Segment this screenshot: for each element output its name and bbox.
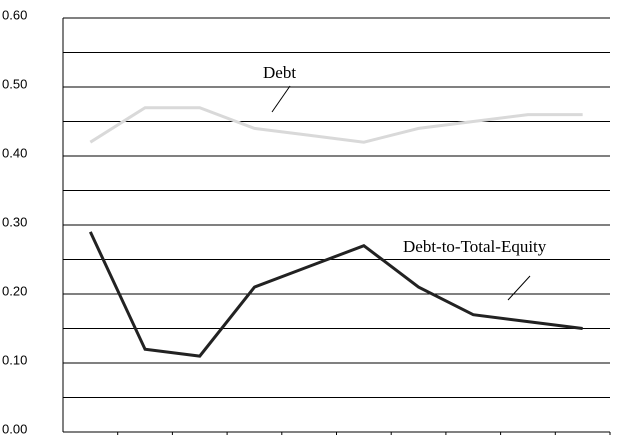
y-tick-label: 0.50 — [2, 76, 27, 91]
y-tick-label: 0.40 — [2, 145, 27, 160]
y-tick-label: 0.10 — [2, 352, 27, 367]
y-tick-label: 0.30 — [2, 214, 27, 229]
leader-line — [271, 85, 291, 113]
y-tick-label: 0.00 — [2, 421, 27, 435]
y-tick-label: 0.60 — [2, 7, 27, 22]
leader-line — [507, 275, 531, 301]
line-series — [88, 231, 583, 358]
series-annotation: Debt — [263, 63, 296, 82]
y-tick-label: 0.20 — [2, 283, 27, 298]
series-annotation: Debt-to-Total-Equity — [403, 237, 547, 256]
line-series — [89, 106, 583, 144]
